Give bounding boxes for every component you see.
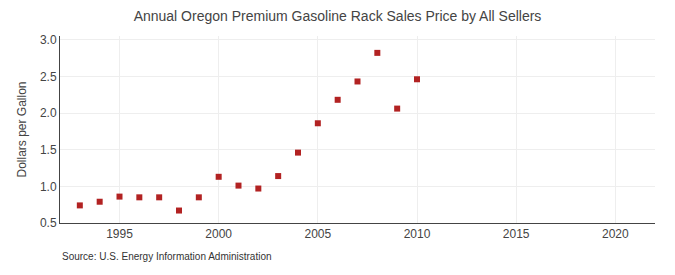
svg-text:2000: 2000 <box>205 227 232 241</box>
svg-text:Source: U.S. Energy Informatio: Source: U.S. Energy Information Administ… <box>62 251 272 262</box>
svg-text:2005: 2005 <box>304 227 331 241</box>
svg-text:2.5: 2.5 <box>40 70 57 84</box>
svg-text:Annual Oregon Premium Gasoline: Annual Oregon Premium Gasoline Rack Sale… <box>134 8 542 24</box>
svg-text:3.0: 3.0 <box>40 33 57 47</box>
svg-text:1995: 1995 <box>106 227 133 241</box>
svg-text:Dollars per Gallon: Dollars per Gallon <box>15 81 29 177</box>
svg-text:2010: 2010 <box>404 227 431 241</box>
svg-text:1.0: 1.0 <box>40 180 57 194</box>
svg-text:2.0: 2.0 <box>40 106 57 120</box>
svg-text:2015: 2015 <box>503 227 530 241</box>
svg-text:1.5: 1.5 <box>40 143 57 157</box>
svg-text:0.5: 0.5 <box>40 216 57 230</box>
svg-text:2020: 2020 <box>602 227 629 241</box>
